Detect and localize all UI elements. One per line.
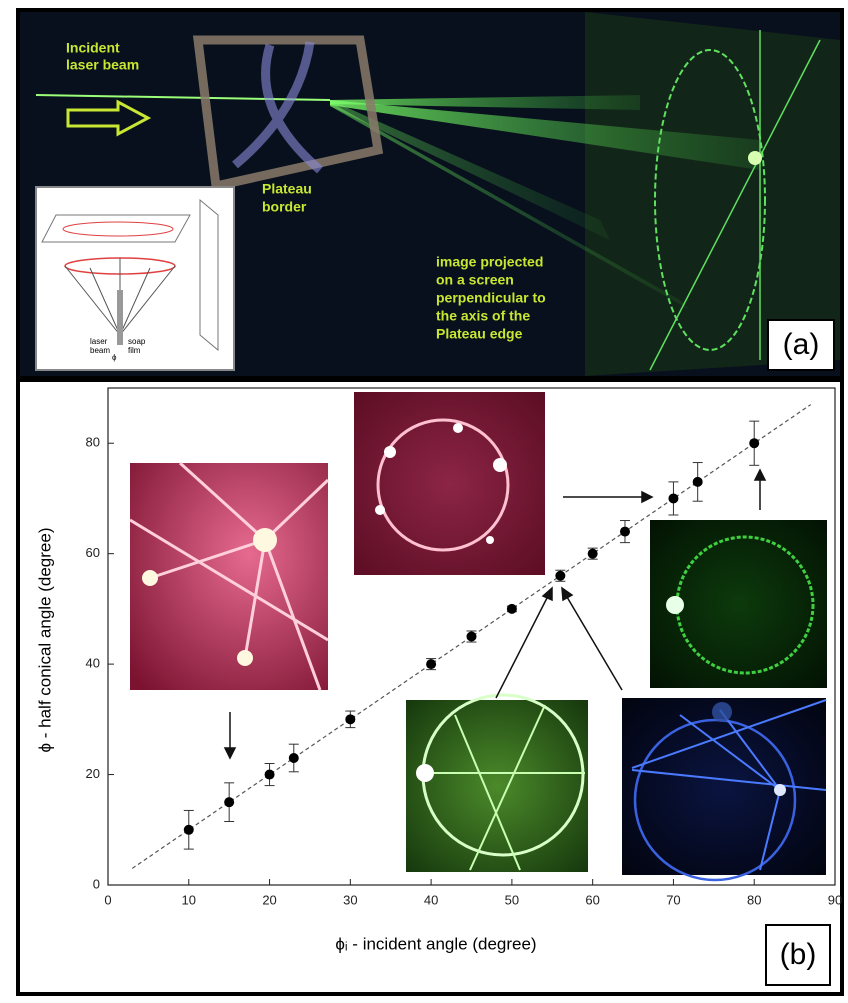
screen-label: Plateau edge <box>436 326 523 342</box>
fit-line <box>131 404 812 869</box>
y-tick-label: 60 <box>86 545 100 560</box>
screen-label: perpendicular to <box>436 290 546 306</box>
data-point <box>749 438 760 449</box>
x-tick-label: 30 <box>343 892 357 907</box>
y-tick-label: 0 <box>93 876 100 891</box>
photo-spot <box>453 423 463 433</box>
beam-cone <box>330 100 760 170</box>
data-point <box>692 476 703 487</box>
data-point <box>288 752 299 763</box>
data-point <box>345 714 356 725</box>
plot: 0 10 20 30 40 50 60 70 80 90 0 20 40 60 80 <box>86 387 842 907</box>
plateau-frame <box>192 35 384 192</box>
photo-ring <box>633 718 797 882</box>
plateau-border <box>232 41 323 174</box>
arrowhead <box>561 586 574 602</box>
photo <box>406 700 588 872</box>
data-point <box>426 659 437 670</box>
beam-cone <box>330 100 610 240</box>
data-point <box>224 797 235 808</box>
inset-label: film <box>128 346 141 355</box>
incident-label: Incident <box>66 40 120 56</box>
panel-label: (b) <box>780 938 817 971</box>
photo-lines <box>425 704 585 871</box>
data-point <box>466 631 477 642</box>
photo <box>130 463 328 690</box>
arrow <box>66 99 152 137</box>
y-tick-label: 80 <box>86 435 100 450</box>
pointer-arrows <box>223 468 767 760</box>
panel-label-box <box>765 924 831 986</box>
data-point <box>264 769 275 780</box>
inset-box <box>35 186 235 371</box>
bright-spot <box>748 151 762 165</box>
ring <box>62 221 174 237</box>
photo-spot <box>486 536 494 544</box>
soap-film <box>117 290 123 345</box>
beam-cone <box>330 95 640 110</box>
arrowhead <box>541 586 553 602</box>
plateau-label: Plateau <box>262 181 312 197</box>
inset-label: ϕ <box>112 353 117 362</box>
x-tick-label: 90 <box>828 892 842 907</box>
photo-ring <box>376 418 510 552</box>
pointer <box>566 596 623 691</box>
panel-label: (a) <box>783 328 820 361</box>
inset-label: soap <box>128 337 146 346</box>
incident-beam <box>35 94 331 101</box>
inset-label: laser <box>90 337 108 346</box>
projected-line <box>649 39 821 371</box>
pointer <box>495 595 549 699</box>
data-point <box>587 548 598 559</box>
data-point <box>506 603 517 614</box>
plane <box>41 214 191 243</box>
screen-label: the axis of the <box>436 308 530 324</box>
arrowhead <box>753 468 767 481</box>
photo-spot <box>666 596 684 614</box>
beam-cone <box>330 102 690 310</box>
inset-label: beam <box>90 346 110 355</box>
x-tick-label: 40 <box>424 892 438 907</box>
x-tick-label: 50 <box>505 892 519 907</box>
photo-insets <box>129 392 827 882</box>
photo-spot <box>493 458 507 472</box>
arrowhead <box>641 490 654 504</box>
screen-label: image projected <box>436 254 543 270</box>
data-point <box>668 493 679 504</box>
y-tick-label: 20 <box>86 766 100 781</box>
data-point <box>555 570 566 581</box>
x-axis-label: ϕᵢ - incident angle (degree) <box>335 934 536 953</box>
photo-spot <box>774 784 786 796</box>
plateau-label: border <box>262 199 307 215</box>
x-tick-label: 60 <box>585 892 599 907</box>
photo-spot <box>237 650 253 666</box>
panel-label-box <box>767 319 835 371</box>
y-tick-label: 40 <box>86 656 100 671</box>
plot-frame <box>107 387 836 886</box>
x-tick-label: 80 <box>747 892 761 907</box>
photo-spot <box>253 528 277 552</box>
data-point <box>183 824 194 835</box>
photo-spot <box>416 764 434 782</box>
x-tick-label: 20 <box>262 892 276 907</box>
photo-spot <box>375 505 385 515</box>
screen-label: on a screen <box>436 272 514 288</box>
incident-label: laser beam <box>66 57 139 73</box>
photo-spot <box>384 446 396 458</box>
x-tick-label: 70 <box>666 892 680 907</box>
photo-spot <box>142 570 158 586</box>
data-point <box>619 526 630 537</box>
screen-sketch <box>199 198 219 352</box>
panel-a: Incident laser beam Plateau border image… <box>16 8 844 380</box>
photo-spot <box>712 702 732 722</box>
y-axis-label: ϕ - half conical angle (degree) <box>35 528 54 753</box>
photo-lines <box>631 699 827 871</box>
photo <box>354 392 545 575</box>
inset-sketch: laser beam soap film ϕ <box>35 186 235 371</box>
projected-ring <box>654 49 766 351</box>
arrowhead <box>223 747 237 760</box>
x-tick-label: 10 <box>182 892 196 907</box>
x-tick-label: 0 <box>104 892 111 907</box>
